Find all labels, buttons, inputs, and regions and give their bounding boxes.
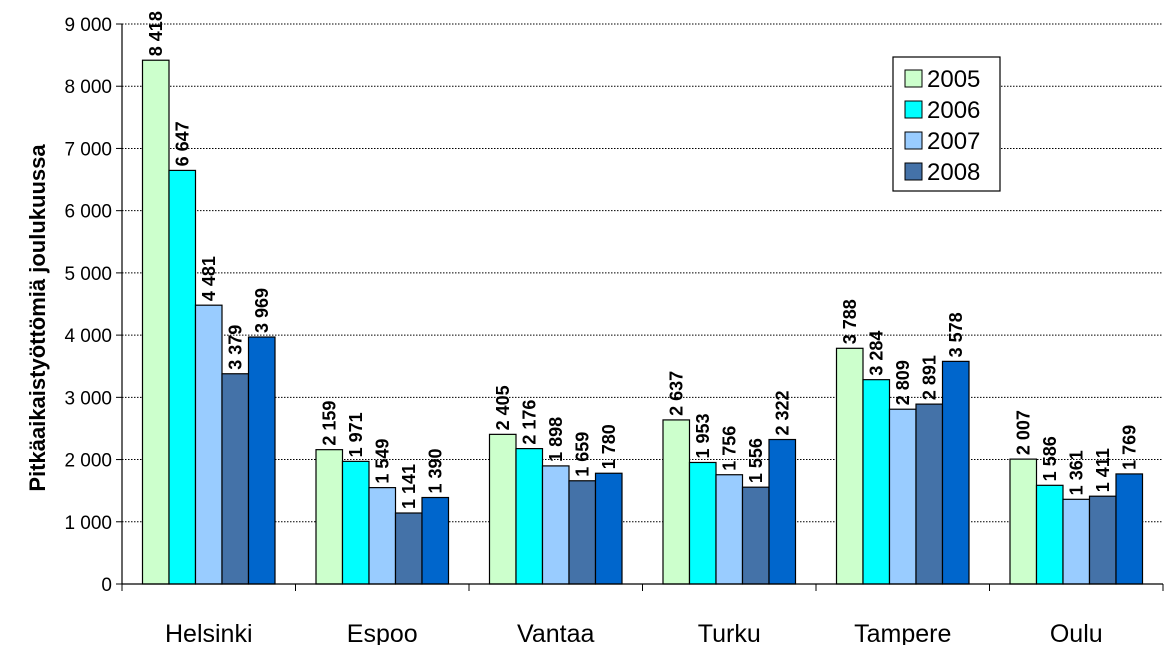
data-label: 1 756: [719, 426, 739, 471]
data-label: 1 141: [399, 464, 419, 509]
data-label: 3 379: [225, 325, 245, 370]
data-labels: 8 418 6 647 4 481 3 379 3 969 2 159 1 971 1 549…: [146, 11, 1140, 509]
bar: [941, 360, 970, 585]
bar: [888, 408, 917, 585]
bar: [194, 304, 223, 585]
bar: [1088, 495, 1117, 585]
y-tick-label: 8 000: [64, 77, 112, 98]
legend: 2005 2006 2007 2008: [892, 56, 1001, 192]
legend-label: 2008: [927, 159, 980, 186]
y-tick-label: 9 000: [64, 15, 112, 36]
bar: [862, 379, 891, 585]
bar: [315, 449, 344, 585]
data-label: 1 586: [1040, 436, 1060, 481]
y-tick-label: 2 000: [64, 451, 112, 472]
data-label: 1 898: [546, 417, 566, 462]
y-tick-label: 7 000: [64, 139, 112, 160]
data-label: 2 891: [919, 355, 939, 400]
bar: [768, 438, 797, 585]
data-label: 1 361: [1066, 450, 1086, 495]
axes: 0 1 000 2 000 3 000 4 000 5 000 6 000 7 000 8 00…: [64, 15, 1164, 645]
y-tick-label: 4 000: [64, 326, 112, 347]
data-label: 1 659: [572, 432, 592, 477]
x-tick-label: Helsinki: [165, 620, 253, 645]
bar: [368, 487, 397, 585]
bar: [221, 373, 250, 585]
y-tick-label: 5 000: [64, 264, 112, 285]
legend-swatch: [904, 131, 923, 150]
data-label: 6 647: [172, 121, 192, 166]
y-axis-label: Pitkäaikaistyöttömiä joulukuussa: [25, 144, 50, 492]
data-label: 3 578: [946, 312, 966, 357]
bar: [715, 474, 744, 585]
data-label: 1 769: [1119, 425, 1139, 470]
bar: [1009, 458, 1038, 585]
data-label: 2 176: [519, 400, 539, 445]
gridlines: [122, 23, 1163, 523]
data-label: 1 971: [346, 412, 366, 457]
x-tick-label: Turku: [698, 620, 761, 645]
data-label: 3 969: [252, 288, 272, 333]
x-tick-label: Tampere: [854, 620, 951, 645]
data-label: 3 284: [866, 331, 886, 376]
bar: [341, 460, 370, 585]
legend-label: 2007: [927, 128, 980, 155]
y-tick-label: 0: [101, 575, 112, 596]
data-label: 2 637: [666, 371, 686, 416]
bar: [1062, 498, 1091, 585]
bar: [488, 433, 517, 585]
bar: [1115, 473, 1144, 585]
data-label: 1 780: [599, 424, 619, 469]
data-label: 2 159: [319, 401, 339, 446]
data-label: 1 390: [425, 448, 445, 493]
data-label: 3 788: [840, 299, 860, 344]
data-label: 2 809: [893, 360, 913, 405]
bar: [1035, 484, 1064, 585]
data-label: 2 322: [772, 390, 792, 435]
legend-swatch: [904, 69, 923, 88]
bar: [421, 496, 450, 585]
x-tick-label: Vantaa: [517, 620, 594, 645]
y-tick-label: 6 000: [64, 202, 112, 223]
data-label: 2 007: [1013, 410, 1033, 455]
data-label: 2 405: [493, 385, 513, 430]
bars: [141, 59, 1144, 585]
bar: [662, 419, 691, 585]
bar: [394, 512, 423, 585]
x-tick-label: Oulu: [1050, 620, 1103, 645]
bar: [835, 347, 864, 585]
data-label: 8 418: [146, 11, 166, 56]
data-label: 1 556: [746, 438, 766, 483]
bar: [741, 486, 770, 585]
y-tick-label: 1 000: [64, 513, 112, 534]
bar: [594, 472, 623, 585]
x-tick-label: Espoo: [347, 620, 418, 645]
bar: [141, 59, 170, 585]
bar: [247, 336, 276, 585]
data-label: 1 953: [693, 413, 713, 458]
data-label: 4 481: [199, 256, 219, 301]
legend-swatch: [904, 100, 923, 119]
bar: [688, 461, 717, 585]
y-tick-label: 3 000: [64, 388, 112, 409]
bar: [515, 448, 544, 585]
bar: [541, 465, 570, 585]
legend-label: 2005: [927, 66, 980, 93]
bar: [168, 169, 197, 585]
bar: [915, 403, 944, 585]
legend-label: 2006: [927, 97, 980, 124]
data-label: 1 411: [1093, 448, 1113, 492]
data-label: 1 549: [372, 439, 392, 484]
bar: [568, 480, 597, 585]
legend-swatch: [904, 162, 923, 181]
